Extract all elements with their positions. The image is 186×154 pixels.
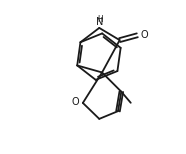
Text: N: N bbox=[96, 17, 103, 27]
Text: H: H bbox=[97, 15, 103, 24]
Text: O: O bbox=[71, 97, 79, 107]
Text: O: O bbox=[141, 30, 148, 40]
